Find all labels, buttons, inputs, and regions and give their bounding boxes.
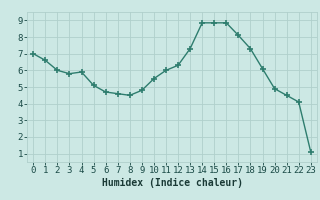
X-axis label: Humidex (Indice chaleur): Humidex (Indice chaleur): [101, 178, 243, 188]
